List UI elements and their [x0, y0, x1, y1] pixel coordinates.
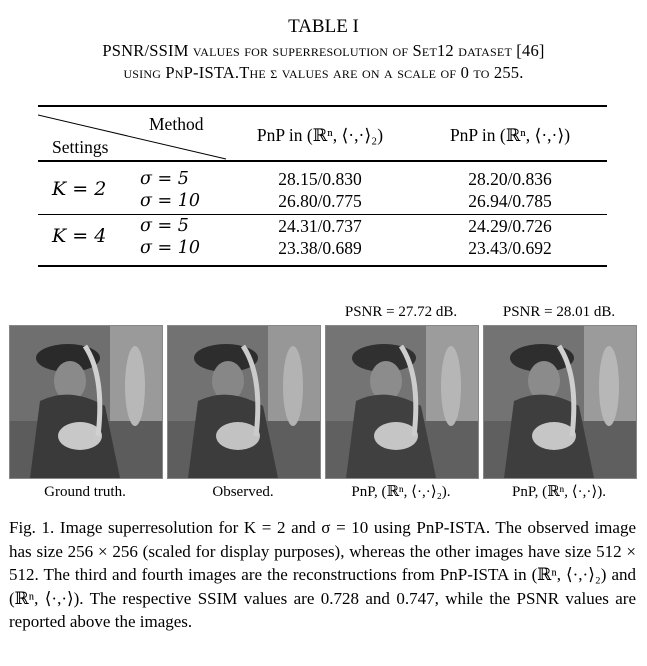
sigma-cell: σ = 5 — [140, 169, 189, 189]
reconstruction-image-2 — [483, 325, 637, 479]
sigma-cell: σ = 10 — [140, 238, 201, 258]
table-header-rule — [38, 160, 607, 162]
header-col1: PnP in (ℝⁿ, ⟨·,·⟩₂) — [256, 125, 384, 145]
observed-image — [167, 325, 321, 479]
table-caption: PSNR/SSIM values for superresolution of … — [10, 40, 637, 84]
value-cell: 23.43/0.692 — [468, 238, 552, 258]
header-settings: Settings — [52, 137, 109, 157]
table-caption-line-1: PSNR/SSIM values for superresolution of … — [102, 41, 545, 60]
table-caption-line-2: using PnP-ISTA.The σ values are on a sca… — [123, 63, 524, 82]
sigma-cell: σ = 5 — [140, 216, 189, 236]
table-group-rule — [38, 214, 607, 215]
value-cell: 28.15/0.830 — [278, 169, 362, 189]
value-cell: 24.29/0.726 — [468, 216, 552, 236]
image-label-pnp-2: PnP, (ℝⁿ, ⟨·,·⟩). — [512, 484, 606, 500]
image-label-observed: Observed. — [212, 484, 274, 500]
value-cell: 28.20/0.836 — [468, 169, 552, 189]
value-cell: 24.31/0.737 — [278, 216, 362, 236]
setting-k2: K = 2 — [52, 178, 107, 200]
sigma-cell: σ = 10 — [140, 191, 201, 211]
table-bottom-rule — [38, 265, 607, 267]
figure-caption: Fig. 1. Image superresolution for K = 2 … — [9, 518, 636, 631]
setting-k4: K = 4 — [52, 225, 107, 247]
ground-truth-image — [9, 325, 163, 479]
image-label-ground-truth: Ground truth. — [44, 484, 126, 500]
table-label: TABLE I — [288, 16, 359, 37]
value-cell: 26.80/0.775 — [278, 191, 362, 211]
image-label-pnp-1: PnP, (ℝⁿ, ⟨·,·⟩₂). — [351, 484, 451, 500]
psnr-label-3: PSNR = 27.72 dB. — [344, 304, 458, 320]
value-cell: 26.94/0.785 — [468, 191, 552, 211]
psnr-label-4: PSNR = 28.01 dB. — [502, 304, 616, 320]
header-diagonal — [38, 114, 227, 160]
header-method: Method — [149, 114, 204, 134]
value-cell: 23.38/0.689 — [278, 238, 362, 258]
reconstruction-image-1 — [325, 325, 479, 479]
header-col2: PnP in (ℝⁿ, ⟨·,·⟩) — [449, 125, 571, 145]
table-top-rule — [38, 105, 607, 107]
